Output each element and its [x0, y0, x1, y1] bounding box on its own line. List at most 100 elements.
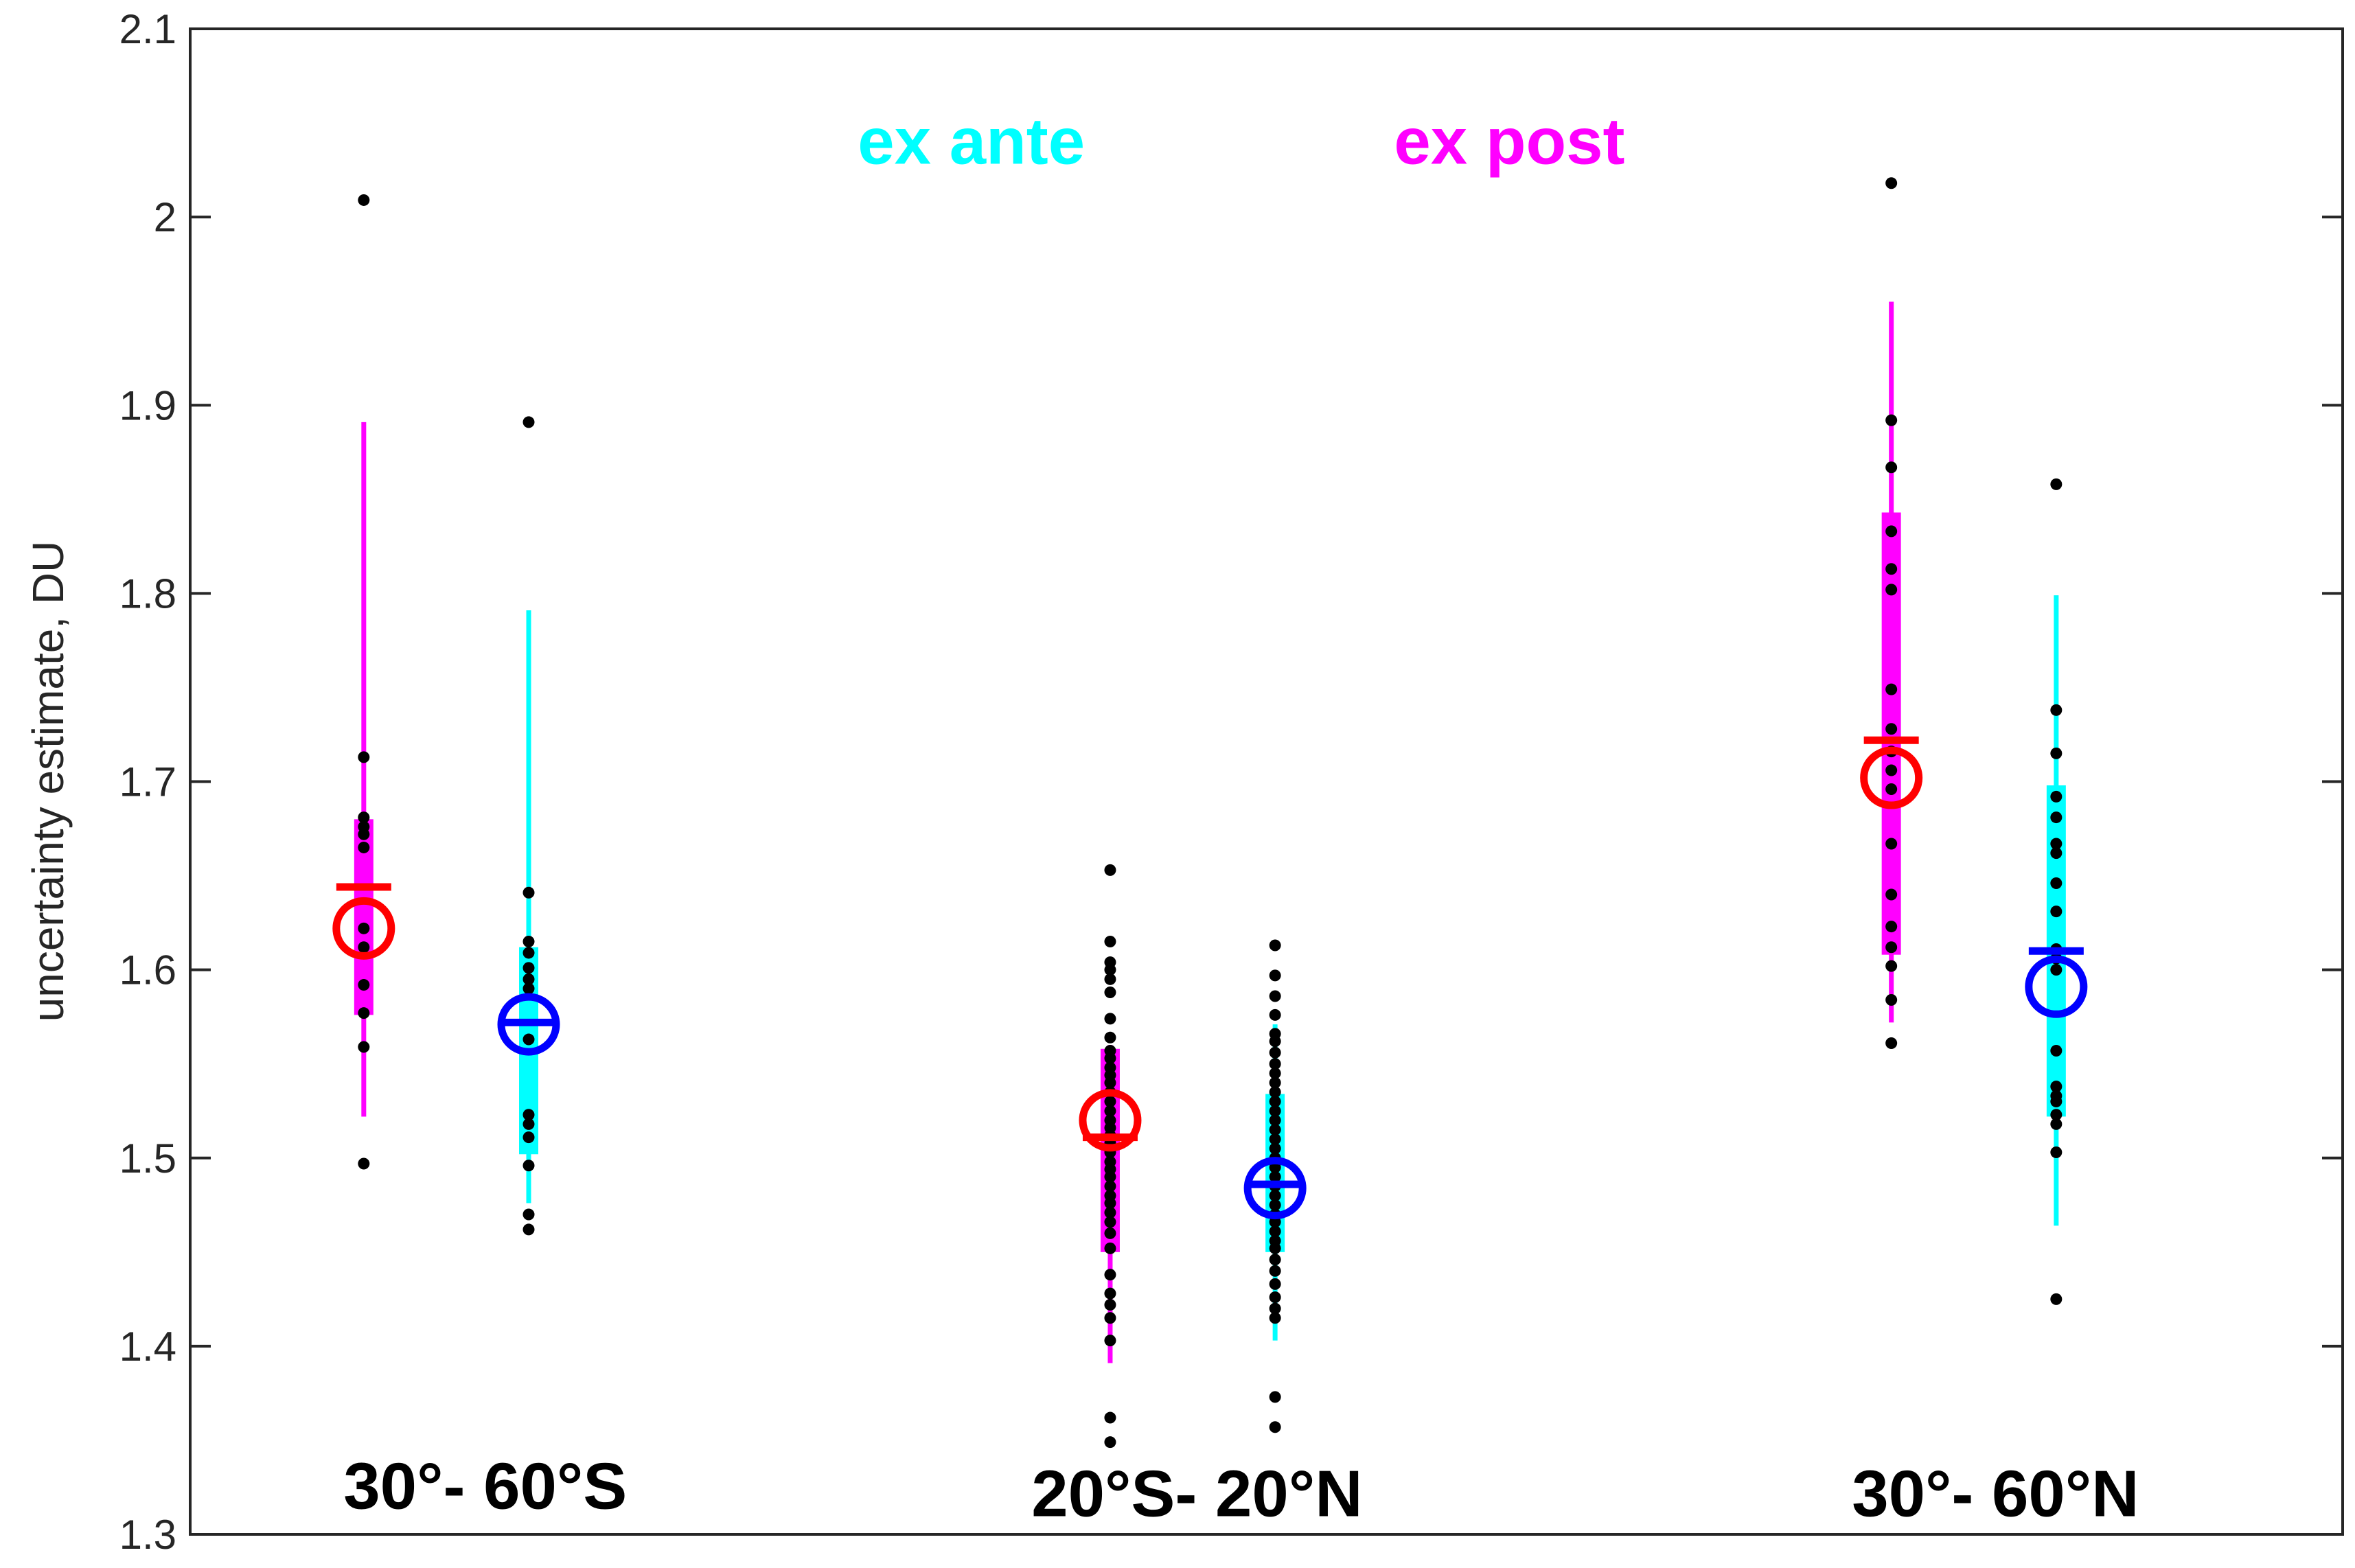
data-point — [1269, 990, 1281, 1002]
data-point — [1269, 1225, 1281, 1238]
data-point — [1269, 1105, 1281, 1117]
data-point — [522, 1223, 535, 1236]
data-point — [2050, 1109, 2063, 1121]
y-tick-label: 1.3 — [119, 1512, 176, 1558]
data-point — [2050, 877, 2063, 890]
data-point — [358, 941, 370, 954]
data-point — [1269, 1008, 1281, 1021]
data-point — [1885, 563, 1898, 575]
data-point — [1269, 1302, 1281, 1315]
data-point — [2050, 1044, 2063, 1057]
y-tick-label: 1.9 — [119, 382, 176, 428]
data-point — [1269, 1190, 1281, 1202]
region-label: 30°- 60°N — [1852, 1457, 2139, 1531]
data-point — [1269, 1035, 1281, 1048]
data-point — [2050, 747, 2063, 759]
data-point — [1885, 414, 1898, 426]
data-point — [1269, 1312, 1281, 1324]
y-tick-label: 2.1 — [119, 6, 176, 52]
data-point — [358, 979, 370, 991]
data-point — [1104, 973, 1116, 985]
data-point — [1269, 1291, 1281, 1304]
y-tick-label: 1.5 — [119, 1135, 176, 1181]
data-point — [1269, 939, 1281, 952]
series-ex_post — [1079, 864, 1142, 1449]
data-point — [358, 811, 370, 824]
data-point — [1269, 1421, 1281, 1433]
data-point — [358, 1007, 370, 1019]
data-point — [1104, 1436, 1116, 1449]
data-point — [1885, 993, 1898, 1006]
data-point — [522, 886, 535, 899]
data-point — [1104, 1096, 1116, 1108]
data-point — [1104, 1411, 1116, 1424]
series-ex_ante — [497, 416, 560, 1236]
data-point — [1269, 1124, 1281, 1136]
region-labels: 30°- 60°S 20°S- 20°N 30°- 60°N — [343, 1450, 2139, 1531]
data-point — [1104, 1287, 1116, 1300]
data-point — [1269, 1142, 1281, 1155]
data-point — [1269, 1086, 1281, 1098]
data-point — [1885, 921, 1898, 933]
plot-frame — [189, 27, 2344, 1536]
data-point — [1885, 941, 1898, 954]
data-point — [1269, 1391, 1281, 1403]
y-tick-label: 1.8 — [119, 570, 176, 616]
data-point — [2050, 1118, 2063, 1130]
series-ex_ante — [2025, 478, 2088, 1305]
y-tick-label: 2 — [154, 194, 176, 240]
data-point — [1269, 1114, 1281, 1127]
data-point — [1269, 1067, 1281, 1079]
data-point — [1104, 1105, 1116, 1117]
data-point — [2050, 906, 2063, 918]
data-point — [2050, 847, 2063, 860]
data-point — [522, 962, 535, 974]
data-point — [1104, 1299, 1116, 1311]
data-point — [1269, 1076, 1281, 1089]
data-point — [1269, 1265, 1281, 1277]
data-point — [2050, 1293, 2063, 1305]
data-point — [1885, 783, 1898, 795]
data-point — [1104, 1197, 1116, 1210]
data-point — [1269, 1242, 1281, 1254]
annotation-ex-post: ex post — [1394, 104, 1624, 178]
data-point — [358, 1041, 370, 1053]
data-point — [1885, 1037, 1898, 1050]
data-point — [358, 922, 370, 934]
data-point — [1269, 1046, 1281, 1059]
data-point — [522, 416, 535, 428]
series-ex_ante — [1243, 939, 1307, 1433]
data-point — [2050, 704, 2063, 716]
data-point — [1104, 1206, 1116, 1219]
data-point — [2050, 790, 2063, 803]
data-point — [1104, 1180, 1116, 1192]
data-point — [1104, 1312, 1116, 1324]
data-point — [1885, 764, 1898, 776]
data-point — [1104, 1335, 1116, 1347]
data-point — [1104, 864, 1116, 876]
data-point — [1104, 987, 1116, 999]
data-point — [2050, 811, 2063, 824]
data-point — [1104, 1269, 1116, 1281]
mean-marker — [1079, 1089, 1142, 1152]
data-point — [1885, 888, 1898, 901]
region-label: 30°- 60°S — [343, 1450, 627, 1523]
y-axis-label: uncertainty estimate, DU — [23, 541, 73, 1022]
y-axis: 1.3 1.4 1.5 1.6 1.7 1.8 1.9 2 2.1 — [119, 6, 2343, 1558]
data-point — [358, 828, 370, 840]
data-point — [1104, 1242, 1116, 1254]
data-point — [1104, 1171, 1116, 1183]
y-tick-label: 1.7 — [119, 759, 176, 805]
data-point — [1104, 1052, 1116, 1064]
data-point — [522, 1131, 535, 1144]
mean-marker — [332, 897, 395, 960]
data-point — [522, 947, 535, 959]
data-point — [1104, 1031, 1116, 1044]
mean-marker — [1243, 1157, 1307, 1220]
data-point — [1269, 969, 1281, 982]
data-point — [1885, 838, 1898, 850]
data-point — [1269, 1199, 1281, 1211]
data-point — [522, 936, 535, 948]
data-point — [2050, 1081, 2063, 1093]
